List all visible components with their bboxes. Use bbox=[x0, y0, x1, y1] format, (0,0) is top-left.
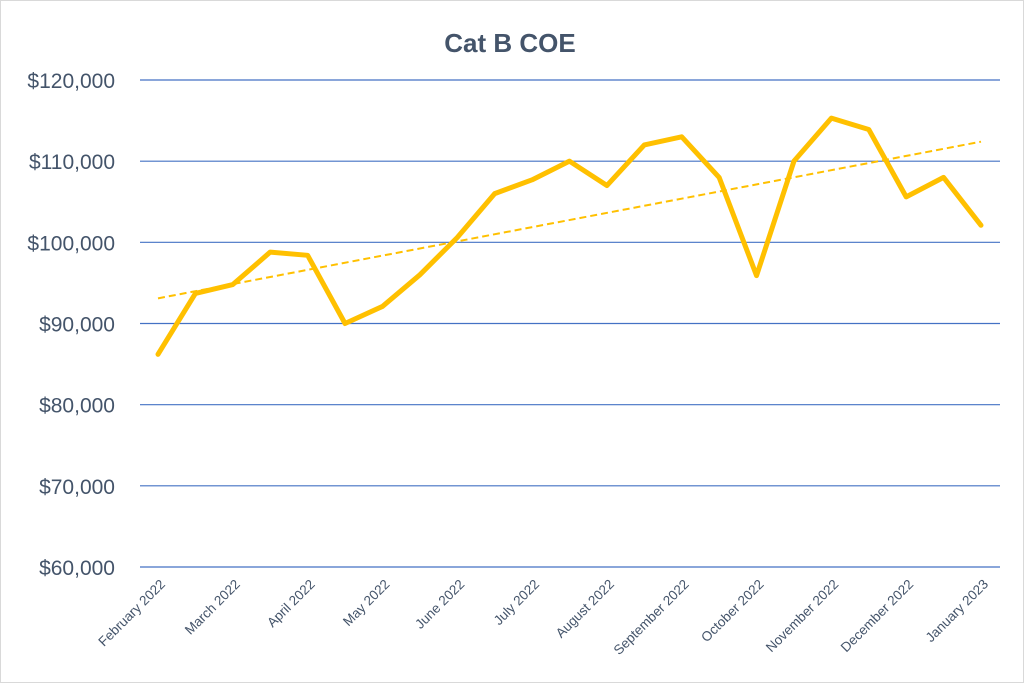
x-tick-label: January 2023 bbox=[923, 577, 991, 645]
x-tick-label: April 2022 bbox=[264, 577, 318, 631]
x-tick-label: November 2022 bbox=[763, 577, 842, 656]
x-tick-label: May 2022 bbox=[340, 577, 393, 630]
y-tick-label: $110,000 bbox=[29, 151, 115, 174]
trendline bbox=[157, 140, 982, 300]
x-tick-label: August 2022 bbox=[553, 577, 617, 641]
y-tick-label: $70,000 bbox=[39, 476, 115, 499]
y-tick-label: $60,000 bbox=[39, 557, 115, 580]
x-tick-label: February 2022 bbox=[95, 577, 168, 650]
x-tick-label: July 2022 bbox=[491, 577, 542, 628]
x-tick-label: September 2022 bbox=[611, 577, 692, 658]
chart-title: Cat B COE bbox=[444, 28, 575, 58]
y-tick-label: $120,000 bbox=[27, 70, 115, 93]
x-tick-label: October 2022 bbox=[698, 577, 766, 645]
x-tick-label: March 2022 bbox=[182, 577, 243, 638]
y-tick-label: $90,000 bbox=[39, 314, 115, 337]
x-tick-label: June 2022 bbox=[412, 577, 467, 632]
y-tick-label: $100,000 bbox=[27, 232, 115, 255]
y-tick-label: $80,000 bbox=[39, 395, 115, 418]
series-line bbox=[155, 115, 984, 357]
x-tick-label: December 2022 bbox=[838, 577, 917, 656]
